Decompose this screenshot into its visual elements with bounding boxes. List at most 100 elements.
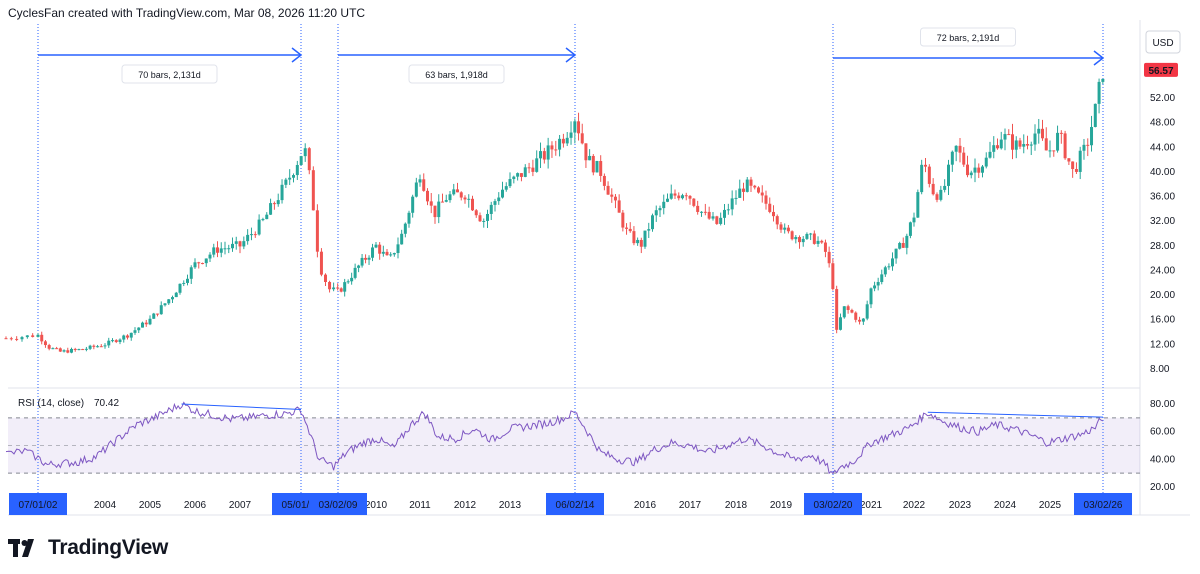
- candle[interactable]: [639, 237, 643, 254]
- candle[interactable]: [869, 287, 873, 309]
- candle[interactable]: [159, 301, 163, 315]
- candle[interactable]: [493, 198, 497, 212]
- candle[interactable]: [1044, 127, 1048, 151]
- candle[interactable]: [1071, 161, 1075, 178]
- candle[interactable]: [912, 212, 916, 227]
- candle[interactable]: [984, 152, 988, 169]
- candle[interactable]: [1082, 138, 1086, 160]
- candle[interactable]: [357, 264, 361, 273]
- candle[interactable]: [651, 213, 654, 232]
- candle[interactable]: [894, 248, 898, 264]
- candle[interactable]: [163, 303, 167, 307]
- candle[interactable]: [343, 278, 347, 297]
- candle[interactable]: [654, 205, 658, 222]
- candle[interactable]: [764, 190, 768, 210]
- candle[interactable]: [831, 258, 835, 291]
- candle[interactable]: [876, 277, 880, 291]
- candle[interactable]: [602, 173, 606, 191]
- candle[interactable]: [84, 346, 88, 352]
- candle[interactable]: [265, 212, 269, 220]
- candle[interactable]: [400, 229, 404, 245]
- candle[interactable]: [542, 147, 546, 164]
- candle[interactable]: [599, 155, 603, 182]
- candle[interactable]: [632, 226, 636, 246]
- candle[interactable]: [1041, 119, 1044, 141]
- candle[interactable]: [966, 155, 969, 178]
- candle[interactable]: [261, 217, 265, 222]
- candle[interactable]: [628, 222, 632, 233]
- candle[interactable]: [249, 227, 253, 241]
- candle[interactable]: [577, 112, 581, 141]
- candle[interactable]: [790, 230, 794, 241]
- candle[interactable]: [809, 232, 813, 241]
- candle[interactable]: [920, 159, 924, 195]
- candle[interactable]: [501, 181, 504, 199]
- candle[interactable]: [315, 204, 319, 258]
- candle[interactable]: [148, 315, 152, 326]
- candle[interactable]: [516, 172, 520, 181]
- candle[interactable]: [77, 348, 81, 351]
- candle[interactable]: [908, 221, 912, 239]
- candle[interactable]: [43, 339, 47, 348]
- candle[interactable]: [760, 185, 764, 203]
- candle[interactable]: [554, 140, 558, 156]
- candle[interactable]: [107, 337, 111, 348]
- candle[interactable]: [1037, 118, 1041, 144]
- candle[interactable]: [1067, 158, 1071, 165]
- candle[interactable]: [550, 141, 554, 158]
- candle[interactable]: [508, 172, 512, 188]
- candle[interactable]: [969, 170, 973, 179]
- candle[interactable]: [865, 300, 869, 321]
- candle[interactable]: [319, 248, 323, 277]
- candle[interactable]: [426, 188, 429, 206]
- candle[interactable]: [1011, 123, 1014, 160]
- candle[interactable]: [988, 141, 992, 159]
- candle[interactable]: [883, 265, 887, 277]
- candle[interactable]: [757, 186, 760, 194]
- candle[interactable]: [753, 184, 757, 190]
- candle[interactable]: [385, 248, 389, 256]
- candle[interactable]: [253, 231, 257, 238]
- candle[interactable]: [307, 147, 311, 175]
- candle[interactable]: [916, 189, 920, 218]
- candle[interactable]: [527, 162, 531, 174]
- candle[interactable]: [201, 262, 204, 265]
- candle[interactable]: [482, 218, 486, 228]
- candle[interactable]: [1097, 78, 1101, 114]
- candle[interactable]: [588, 149, 592, 161]
- candle[interactable]: [324, 273, 328, 286]
- candle[interactable]: [40, 331, 44, 345]
- candle[interactable]: [411, 194, 415, 218]
- candle[interactable]: [303, 143, 307, 162]
- candle[interactable]: [25, 335, 29, 339]
- candle[interactable]: [512, 175, 516, 184]
- candle[interactable]: [742, 182, 745, 201]
- candle[interactable]: [55, 346, 59, 350]
- candle[interactable]: [133, 327, 137, 335]
- candle[interactable]: [981, 165, 984, 178]
- candle[interactable]: [1003, 128, 1007, 151]
- candle[interactable]: [669, 184, 673, 200]
- candle[interactable]: [647, 222, 651, 239]
- candle[interactable]: [441, 193, 444, 203]
- candle[interactable]: [448, 190, 452, 203]
- candle[interactable]: [924, 157, 927, 173]
- candle[interactable]: [943, 179, 947, 193]
- candle[interactable]: [772, 205, 775, 222]
- candle[interactable]: [403, 222, 407, 238]
- candle[interactable]: [931, 178, 935, 196]
- candle[interactable]: [1059, 130, 1063, 144]
- candle[interactable]: [688, 195, 692, 205]
- candle[interactable]: [292, 173, 296, 183]
- candle[interactable]: [643, 230, 647, 249]
- candle[interactable]: [812, 230, 816, 245]
- candle[interactable]: [854, 311, 858, 323]
- candle[interactable]: [118, 338, 122, 345]
- candle[interactable]: [257, 214, 261, 236]
- candle[interactable]: [178, 283, 182, 295]
- candle[interactable]: [189, 265, 193, 284]
- candle[interactable]: [437, 194, 441, 224]
- candle[interactable]: [939, 185, 943, 202]
- candle[interactable]: [768, 197, 772, 214]
- candle[interactable]: [70, 347, 73, 354]
